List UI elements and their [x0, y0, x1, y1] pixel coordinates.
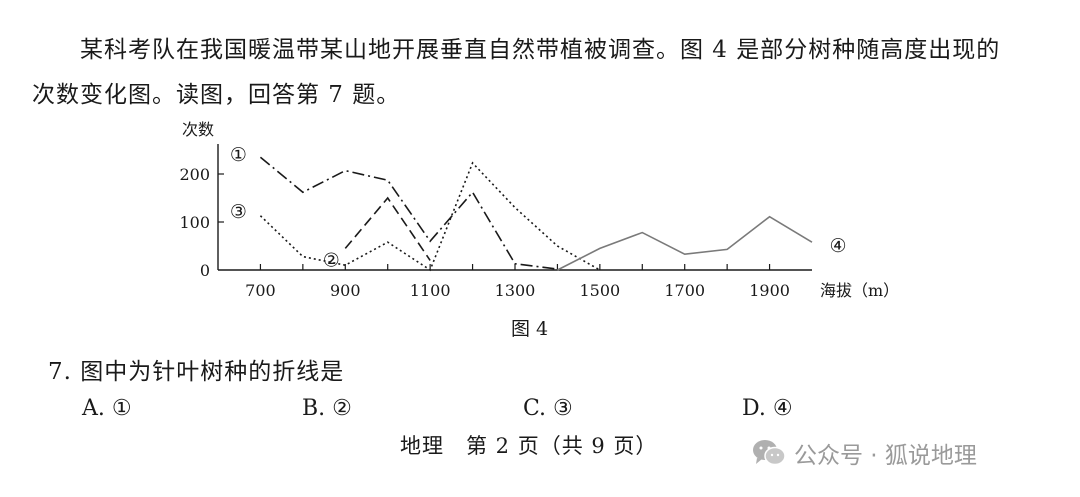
option-b[interactable]: B. ②	[302, 396, 352, 421]
page-footer: 地理 第 2 页（共 9 页）	[400, 434, 658, 458]
y-tick-label: 100	[179, 213, 210, 232]
watermark: 公众号 · 狐说地理	[752, 436, 977, 470]
figure-caption: 图 4	[511, 318, 549, 340]
x-tick-label: 1900	[749, 281, 790, 300]
x-tick-label: 900	[330, 281, 361, 300]
y-tick-label: 0	[200, 261, 210, 280]
option-d[interactable]: D. ④	[742, 396, 793, 421]
series-label-1: ①	[230, 144, 247, 166]
question-stem: 7. 图中为针叶树种的折线是	[48, 359, 345, 385]
series-label-3: ③	[230, 201, 247, 223]
series-line-2	[344, 196, 431, 261]
wechat-icon	[753, 440, 786, 466]
x-tick-label: 1100	[410, 281, 451, 300]
line-chart: 0 100 200 700 900 1100 1300 1500 1700 1900 次数海拔（m）…	[179, 120, 899, 300]
x-axis-label: 海拔（m）	[820, 281, 899, 300]
x-tick-label: 700	[245, 281, 276, 300]
option-c[interactable]: C. ③	[523, 396, 573, 421]
intro-line-1: 某科考队在我国暖温带某山地开展垂直自然带植被调查。图 4 是部分树种随高度出现的	[80, 37, 1001, 63]
watermark-text: 公众号 · 狐说地理	[794, 443, 977, 469]
series-line-1	[259, 156, 558, 270]
series-line-3	[259, 161, 601, 272]
series-label-4: ④	[829, 235, 846, 257]
x-tick-label: 1300	[495, 281, 536, 300]
series-label-2: ②	[323, 249, 340, 271]
y-axis-label: 次数	[182, 120, 214, 139]
x-tick-label: 1500	[579, 281, 620, 300]
y-tick-label: 200	[179, 165, 210, 184]
x-tick-label: 1700	[664, 281, 705, 300]
series-line-4	[557, 215, 813, 271]
option-a[interactable]: A. ①	[82, 396, 132, 421]
intro-line-2: 次数变化图。读图，回答第 7 题。	[32, 82, 401, 108]
